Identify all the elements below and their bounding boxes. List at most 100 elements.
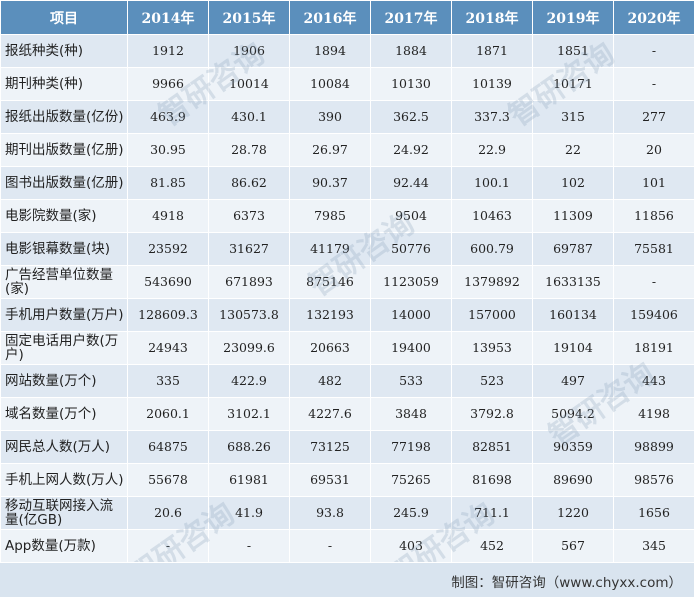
table-row: 手机用户数量(万户) 128609.3 130573.8 132193 14000 157… <box>0 298 694 332</box>
header-cell-2019: 2019年 <box>532 0 614 35</box>
table-cell: 543690 <box>127 265 209 299</box>
table-cell: 157000 <box>451 298 533 332</box>
table-row: 电影院数量(家) 4918 6373 7985 9504 10463 11309 11856 <box>0 199 694 233</box>
table-cell: 101 <box>613 166 694 200</box>
table-cell: 711.1 <box>451 496 533 530</box>
table-row: 手机上网人数(万人) 55678 61981 69531 75265 81698 89690… <box>0 463 694 497</box>
table-cell: - <box>208 529 290 563</box>
row-label: 域名数量(万个) <box>0 397 128 431</box>
table-cell: 98576 <box>613 463 694 497</box>
table-cell: 875146 <box>289 265 371 299</box>
row-label: 报纸种类(种) <box>0 34 128 68</box>
table-row: 固定电话用户数(万户) 24943 23099.6 20663 19400 13953 19… <box>0 331 694 365</box>
table-cell: 93.8 <box>289 496 371 530</box>
table-cell: 89690 <box>532 463 614 497</box>
table-cell: 1633135 <box>532 265 614 299</box>
table-cell: 1656 <box>613 496 694 530</box>
header-cell-2015: 2015年 <box>208 0 290 35</box>
table-cell: 5094.2 <box>532 397 614 431</box>
table-cell: 50776 <box>370 232 452 266</box>
table-cell: 3792.8 <box>451 397 533 431</box>
table-cell: 4918 <box>127 199 209 233</box>
table-cell: 1379892 <box>451 265 533 299</box>
row-label: 网站数量(万个) <box>0 364 128 398</box>
row-label: 手机用户数量(万户) <box>0 298 128 332</box>
header-cell-2014: 2014年 <box>127 0 209 35</box>
table-cell: 10171 <box>532 67 614 101</box>
table-cell: 1123059 <box>370 265 452 299</box>
table-cell: 132193 <box>289 298 371 332</box>
table-cell: 337.3 <box>451 100 533 134</box>
table-cell: 31627 <box>208 232 290 266</box>
table-cell: 10130 <box>370 67 452 101</box>
table-cell: 463.9 <box>127 100 209 134</box>
table-row: 报纸出版数量(亿份) 463.9 430.1 390 362.5 337.3 315 277 <box>0 100 694 134</box>
table-cell: 69787 <box>532 232 614 266</box>
table-cell: 26.97 <box>289 133 371 167</box>
row-label: 电影院数量(家) <box>0 199 128 233</box>
table-cell: 20 <box>613 133 694 167</box>
table-row: 电影银幕数量(块) 23592 31627 41179 50776 600.79 69787… <box>0 232 694 266</box>
table-cell: 6373 <box>208 199 290 233</box>
table-row: 网站数量(万个) 335 422.9 482 533 523 497 443 <box>0 364 694 398</box>
table-cell: 11856 <box>613 199 694 233</box>
table-row: App数量(万款) - - -403 452 567 345 <box>0 529 694 563</box>
table-cell: 600.79 <box>451 232 533 266</box>
table-cell: 55678 <box>127 463 209 497</box>
table-cell: 13953 <box>451 331 533 365</box>
statistics-table: 项目 2014年 2015年 2016年 2017年 2018年 2019年 2… <box>0 0 694 563</box>
table-cell: 128609.3 <box>127 298 209 332</box>
table-cell: 98899 <box>613 430 694 464</box>
table-cell: 100.1 <box>451 166 533 200</box>
table-cell: 277 <box>613 100 694 134</box>
header-row: 项目 2014年 2015年 2016年 2017年 2018年 2019年 2… <box>0 0 694 35</box>
table-cell: 14000 <box>370 298 452 332</box>
table-row: 广告经营单位数量(家) 543690 671893 875146 1123059 1379… <box>0 265 694 299</box>
table-cell: 3102.1 <box>208 397 290 431</box>
table-cell: 160134 <box>532 298 614 332</box>
table-cell: 19104 <box>532 331 614 365</box>
table-cell: 403 <box>370 529 452 563</box>
table-cell: 20663 <box>289 331 371 365</box>
table-row: 网民总人数(万人) 64875 688.26 73125 77198 82851 90359… <box>0 430 694 464</box>
table-cell: 73125 <box>289 430 371 464</box>
table-cell: 81698 <box>451 463 533 497</box>
table-cell: 1220 <box>532 496 614 530</box>
header-cell-item: 项目 <box>0 0 128 35</box>
source-credit: 制图：智研咨询（www.chyxx.com） <box>451 575 682 591</box>
table-cell: 22 <box>532 133 614 167</box>
table-cell: 390 <box>289 100 371 134</box>
table-cell: 1884 <box>370 34 452 68</box>
table-cell: 90359 <box>532 430 614 464</box>
table-cell: 1851 <box>532 34 614 68</box>
table-cell: 23592 <box>127 232 209 266</box>
table-cell: 315 <box>532 100 614 134</box>
table-cell: 10139 <box>451 67 533 101</box>
table-cell: 9504 <box>370 199 452 233</box>
table-cell: - <box>127 529 209 563</box>
table-cell: 430.1 <box>208 100 290 134</box>
table-cell: 4227.6 <box>289 397 371 431</box>
row-label: App数量(万款) <box>0 529 128 563</box>
table-cell: 19400 <box>370 331 452 365</box>
table-cell: 22.9 <box>451 133 533 167</box>
table-cell: 2060.1 <box>127 397 209 431</box>
table-cell: 18191 <box>613 331 694 365</box>
table-cell: 90.37 <box>289 166 371 200</box>
table-row: 期刊种类(种) 9966 10014 10084 10130 10139 10171- <box>0 67 694 101</box>
row-label: 广告经营单位数量(家) <box>0 265 128 299</box>
table-cell: 497 <box>532 364 614 398</box>
row-label: 手机上网人数(万人) <box>0 463 128 497</box>
table-cell: 422.9 <box>208 364 290 398</box>
table-cell: 335 <box>127 364 209 398</box>
header-cell-2017: 2017年 <box>370 0 452 35</box>
table-cell: 7985 <box>289 199 371 233</box>
table-cell: 10014 <box>208 67 290 101</box>
table-row: 图书出版数量(亿册) 81.85 86.62 90.37 92.44 100.1 102 10… <box>0 166 694 200</box>
table-cell: 245.9 <box>370 496 452 530</box>
table-cell: 567 <box>532 529 614 563</box>
table-row: 域名数量(万个) 2060.1 3102.1 4227.6 3848 3792.8 5094… <box>0 397 694 431</box>
table-cell: 671893 <box>208 265 290 299</box>
header-cell-2018: 2018年 <box>451 0 533 35</box>
table-cell: 1894 <box>289 34 371 68</box>
